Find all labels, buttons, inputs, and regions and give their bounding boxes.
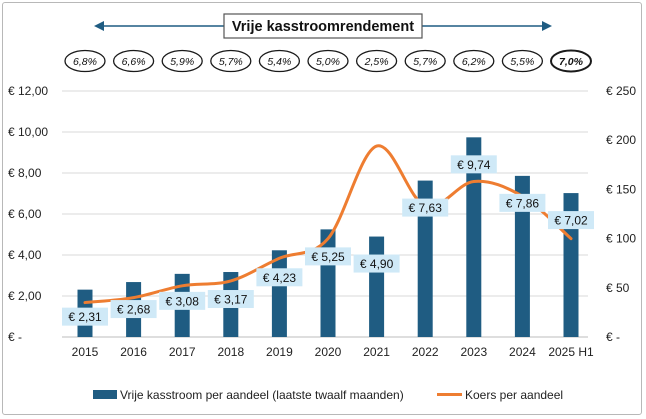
yield-ellipse [210, 49, 252, 73]
yield-label: 5,7% [219, 56, 243, 68]
x-tick-label: 2024 [509, 345, 536, 359]
x-tick-label: 2021 [363, 345, 390, 359]
data-label-bg [159, 291, 206, 310]
data-label-bg [402, 198, 449, 217]
y-right-tick-label: € 200 [606, 133, 636, 147]
bar [514, 175, 530, 337]
yield-label: 5,9% [170, 56, 194, 68]
x-tick-label: 2025 H1 [548, 345, 594, 359]
bar [466, 137, 482, 337]
y-axis-right: € - € 50 € 100 € 150 € 200 € 250 [606, 84, 636, 344]
data-label: € 9,74 [457, 158, 491, 172]
legend: Vrije kasstroom per aandeel (laatste twa… [93, 388, 563, 402]
header-title-box [223, 13, 423, 39]
yield-label: 6,6% [122, 56, 146, 68]
yield-label: 2,5% [364, 56, 389, 68]
data-label-bg [110, 300, 157, 319]
legend-label-bar: Vrije kasstroom per aandeel (laatste twa… [120, 388, 404, 402]
data-label: € 4,90 [360, 257, 394, 271]
data-label-bg [499, 193, 546, 212]
x-tick-label: 2015 [72, 345, 99, 359]
yield-ellipse [355, 49, 398, 73]
y-left-tick-label: € 12,00 [8, 84, 48, 98]
y-right-tick-label: € - [606, 330, 620, 344]
yield-ellipse [64, 49, 106, 73]
y-right-tick-label: € 100 [606, 232, 636, 246]
line-series [83, 144, 573, 305]
y-left-tick-label: € - [8, 330, 22, 344]
data-label: € 3,17 [214, 293, 248, 307]
y-left-tick-label: € 10,00 [8, 125, 48, 139]
yield-label: 5,5% [510, 56, 534, 68]
y-axis-left: € - € 2,00 € 4,00 € 6,00 € 8,00 € 10,00 € 12,0… [8, 84, 48, 344]
bar [271, 250, 287, 337]
yield-label: 5,7% [413, 56, 437, 68]
yield-ellipse [550, 49, 592, 73]
yield-ellipse [501, 49, 544, 73]
data-label-bg [207, 290, 254, 309]
y-left-tick-label: € 8,00 [8, 166, 42, 180]
bar-data-labels: € 2,31 € 2,68 € 3,08 € 3,17 € 4,23 € 5,25 € 4,… [62, 155, 594, 326]
data-label-bg [548, 211, 594, 230]
data-label-bg [256, 268, 303, 287]
data-label: € 4,23 [263, 271, 297, 285]
yield-ellipse [258, 49, 301, 73]
data-label: € 2,31 [68, 310, 102, 324]
bar [369, 236, 385, 337]
x-axis: 2015 2016 2017 2018 2019 2020 2021 2022 2023 2024… [72, 345, 594, 359]
yield-row: 6,8% 6,6% 5,9% 5,7% 5,4% 5,0% 2,5% 5,7% 6,2% 5,5%… [64, 49, 592, 73]
legend-label-line: Koers per aandeel [465, 388, 563, 402]
x-tick-label: 2019 [266, 345, 293, 359]
y-left-tick-label: € 6,00 [8, 207, 42, 221]
data-label: € 7,02 [554, 214, 588, 228]
data-label-bg [353, 254, 400, 273]
yield-label: 6,8% [73, 56, 97, 68]
x-tick-label: 2023 [460, 345, 487, 359]
data-label: € 7,63 [409, 201, 443, 215]
x-tick-label: 2020 [315, 345, 342, 359]
x-tick-label: 2017 [169, 345, 196, 359]
data-label-bg [62, 307, 108, 326]
data-label: € 2,68 [117, 303, 151, 317]
data-label: € 3,08 [166, 294, 200, 308]
yield-ellipse [161, 49, 203, 73]
y-left-tick-label: € 4,00 [8, 248, 42, 262]
x-tick-label: 2018 [217, 345, 244, 359]
yield-ellipse [453, 49, 495, 73]
data-label-bg [450, 155, 497, 174]
yield-ellipse [112, 49, 155, 73]
yield-label: 5,4% [267, 56, 291, 68]
x-tick-label: 2022 [412, 345, 439, 359]
y-left-tick-label: € 2,00 [8, 289, 42, 303]
yield-label: 7,0% [559, 56, 584, 68]
line-koers [83, 144, 573, 305]
header-arrow-left-head [94, 21, 104, 31]
yield-ellipse [307, 49, 349, 73]
y-right-tick-label: € 150 [606, 182, 636, 196]
header-title: Vrije kasstroomrendement [232, 19, 414, 35]
data-label: € 5,25 [311, 250, 345, 264]
data-label: € 7,86 [506, 196, 540, 210]
bar [417, 180, 433, 337]
y-right-tick-label: € 250 [606, 84, 636, 98]
legend-swatch-bar [93, 390, 117, 399]
yield-label: 5,0% [316, 56, 340, 68]
yield-ellipse [404, 49, 446, 73]
yield-label: 6,2% [462, 56, 486, 68]
y-right-tick-label: € 50 [606, 281, 630, 295]
header-arrow-right-head [542, 21, 552, 31]
data-label-bg [305, 247, 351, 266]
x-tick-label: 2016 [120, 345, 147, 359]
